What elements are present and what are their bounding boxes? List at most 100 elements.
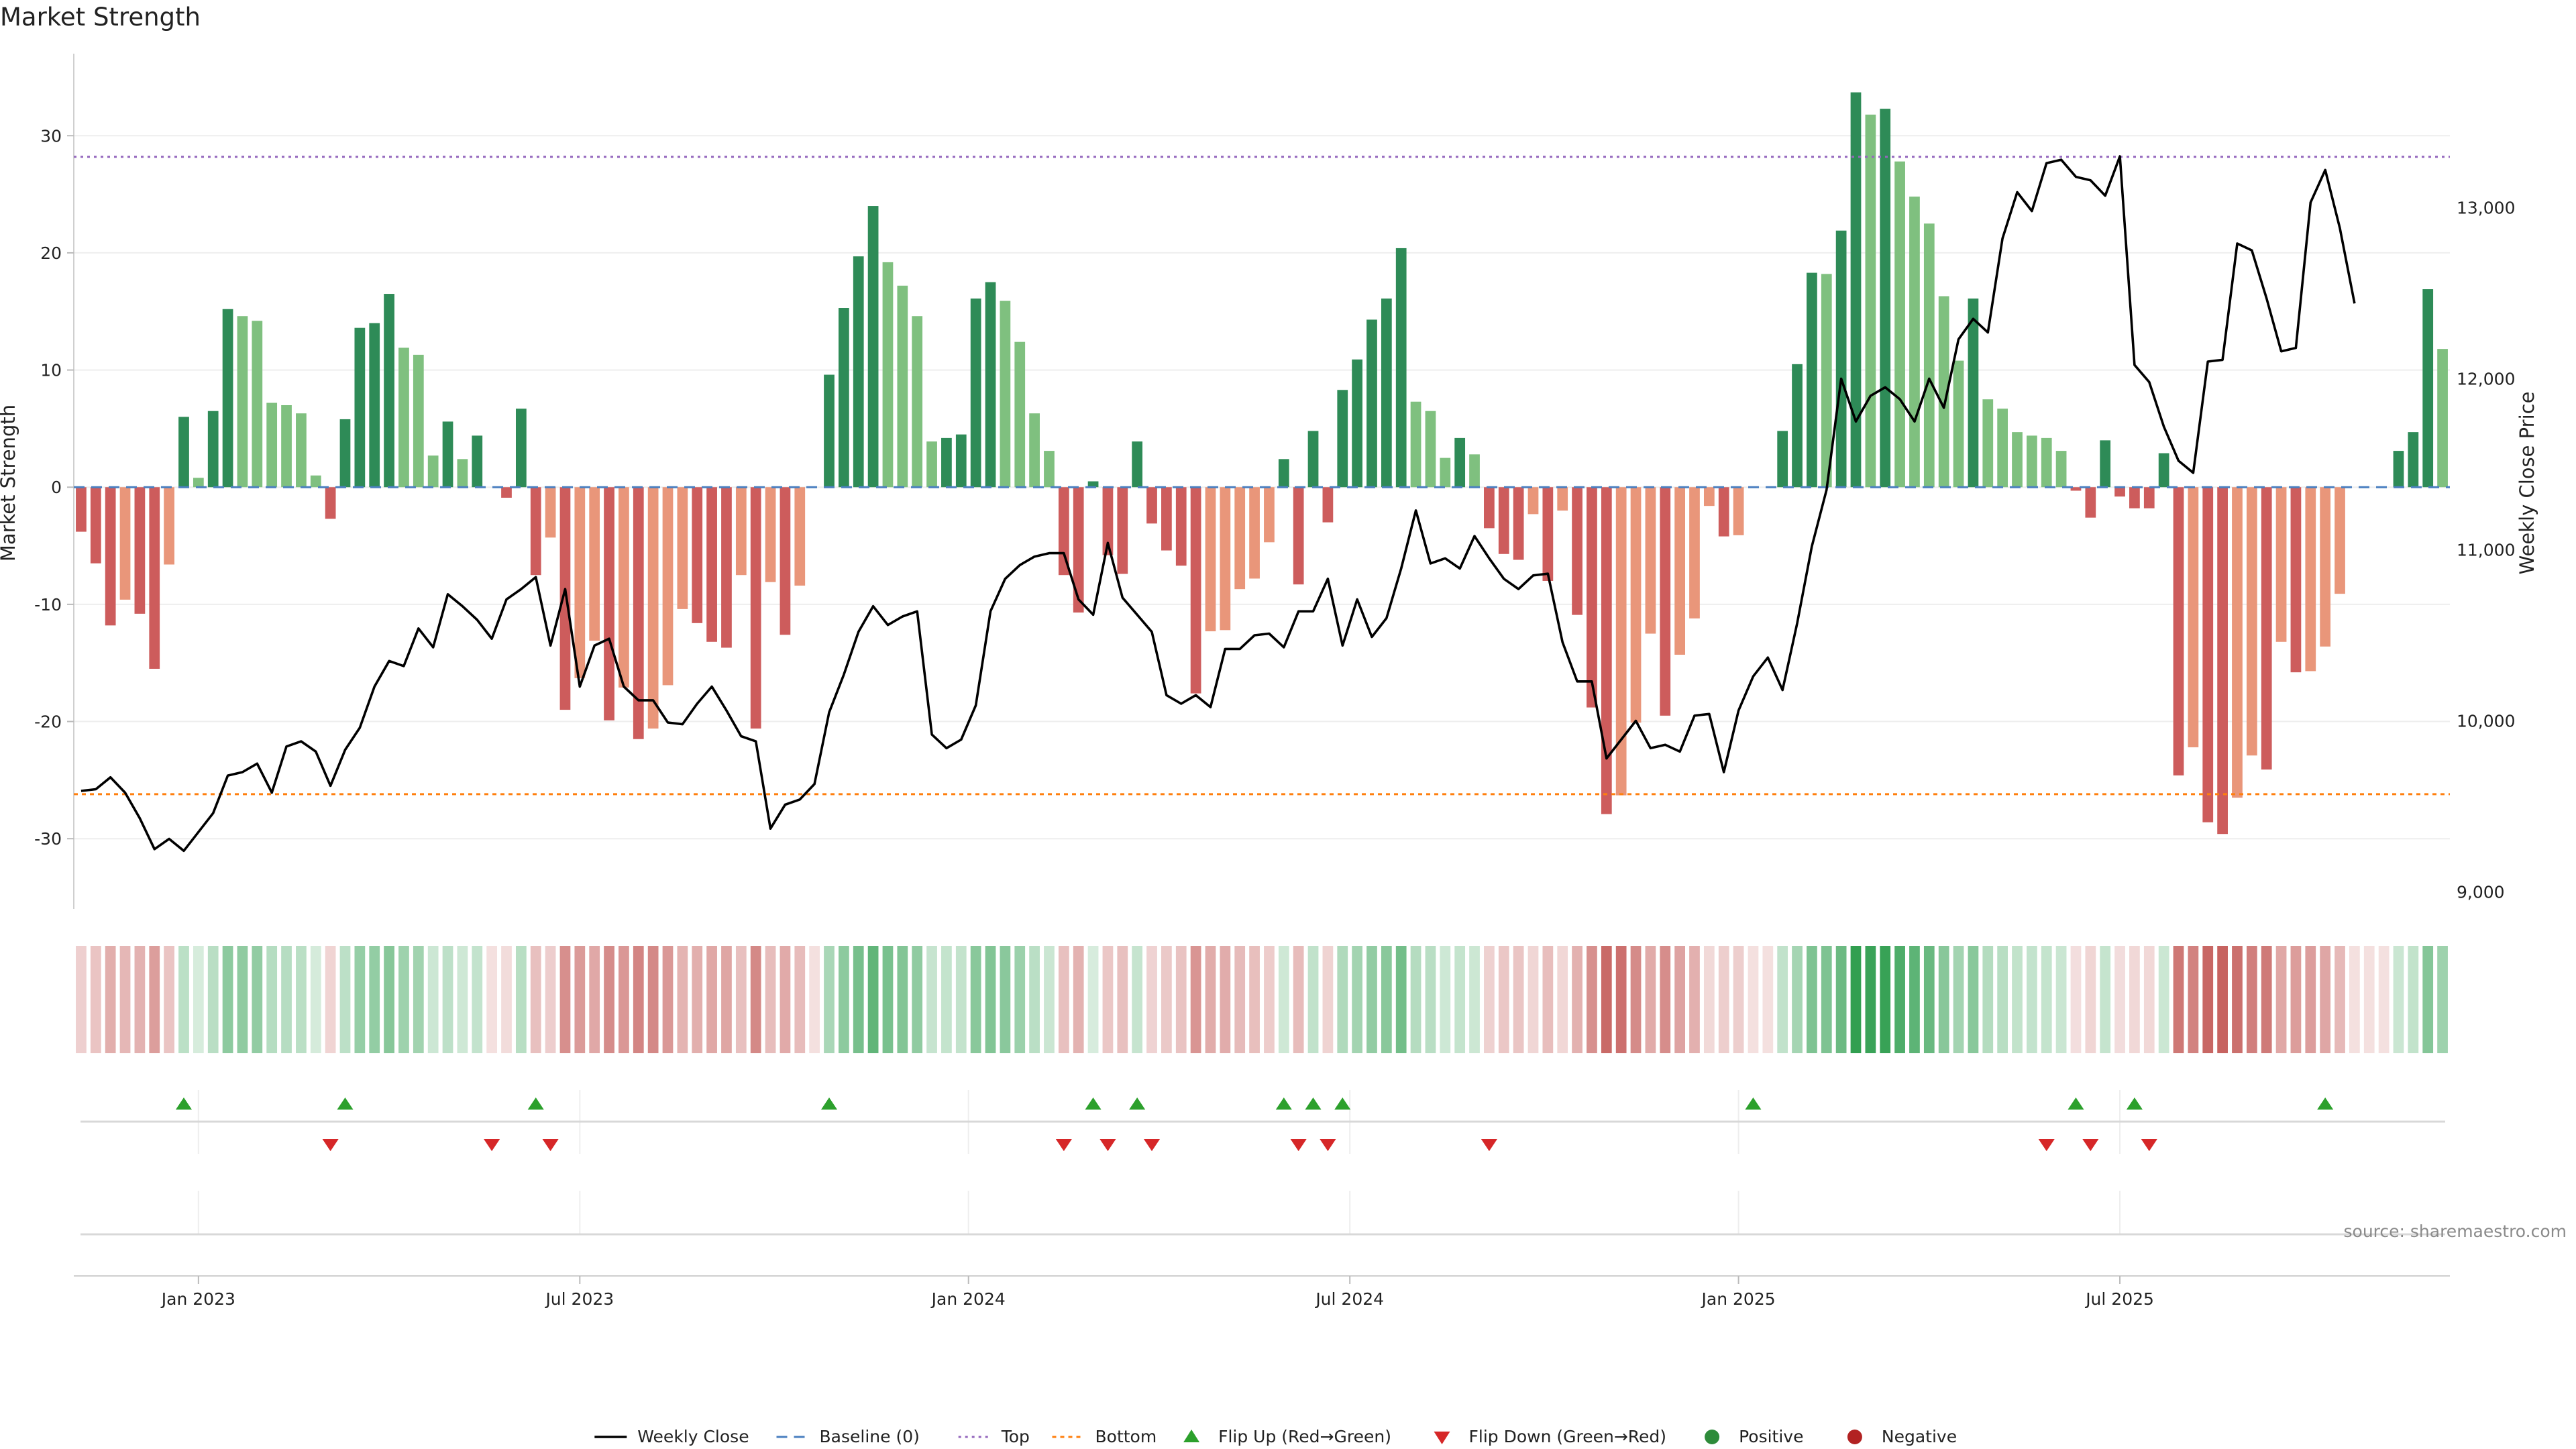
- strength-bar-positive: [2437, 349, 2448, 488]
- heat-cell: [1689, 946, 1700, 1053]
- strength-bar-negative: [1630, 487, 1642, 723]
- heat-cell: [1821, 946, 1832, 1053]
- heat-cell: [809, 946, 820, 1053]
- strength-bar-positive: [2422, 289, 2434, 488]
- heat-cell: [780, 946, 791, 1053]
- heat-cell: [266, 946, 278, 1053]
- flip-up-marker: [1334, 1097, 1351, 1110]
- heat-cell: [164, 946, 174, 1053]
- strength-bar-negative: [1175, 487, 1187, 566]
- flip-down-marker: [2141, 1139, 2157, 1151]
- strength-bar-positive: [1425, 411, 1436, 488]
- flip-down-marker: [1099, 1139, 1116, 1151]
- heat-cell: [2114, 946, 2125, 1053]
- heat-cell: [1410, 946, 1421, 1053]
- legend: Weekly Close Baseline (0) Top Bottom Flip Up…: [594, 1427, 1957, 1446]
- legend-item: Top: [958, 1427, 1030, 1446]
- strength-bar-positive: [398, 347, 409, 488]
- strength-bar-negative: [2246, 487, 2257, 756]
- legend-label: Negative: [1882, 1427, 1957, 1446]
- strength-bar-positive: [457, 459, 468, 488]
- heat-cell: [1146, 946, 1157, 1053]
- strength-bar-positive: [912, 316, 923, 488]
- heat-cell: [1894, 946, 1905, 1053]
- strength-bar-positive: [354, 327, 366, 488]
- strength-bar-positive: [2055, 451, 2067, 488]
- heat-cell: [1601, 946, 1612, 1053]
- right-tick-label: 9,000: [2457, 883, 2505, 902]
- heat-cell: [2422, 946, 2434, 1053]
- right-axis-label: Weekly Close Price: [2516, 392, 2538, 575]
- heat-cell: [1923, 946, 1935, 1053]
- strength-bar-negative: [164, 487, 174, 565]
- heat-cell: [2290, 946, 2302, 1053]
- heat-cell: [1029, 946, 1040, 1053]
- source-note: source: sharemaestro.com: [2343, 1222, 2567, 1241]
- heat-cell: [1425, 946, 1436, 1053]
- strength-bar-positive: [853, 256, 864, 488]
- heat-cell: [442, 946, 453, 1053]
- strength-bar-negative: [1674, 487, 1686, 655]
- main-panel-grid: [74, 135, 2450, 840]
- strength-bar-positive: [369, 323, 380, 488]
- strength-bar-positive: [867, 206, 879, 488]
- strength-bar-positive: [1850, 92, 1862, 488]
- strength-bar-positive: [1029, 413, 1040, 488]
- strength-bar-positive: [1835, 230, 1847, 488]
- strength-bar-negative: [501, 487, 512, 498]
- heat-cell: [574, 946, 586, 1053]
- x-tick-label: Jan 2023: [160, 1289, 235, 1309]
- strength-bar-negative: [1615, 487, 1627, 796]
- strength-bar-negative: [149, 487, 160, 669]
- strength-bar-negative: [134, 487, 146, 614]
- strength-bar-negative: [619, 487, 629, 688]
- strength-bar-positive: [1132, 441, 1143, 488]
- legend-item: Bottom: [1052, 1427, 1157, 1446]
- strength-bar-negative: [1220, 487, 1231, 631]
- heat-cell: [2026, 946, 2037, 1053]
- strength-bar-negative: [1117, 487, 1128, 574]
- strength-bar-negative: [1249, 487, 1260, 579]
- strength-bar-positive: [222, 309, 233, 488]
- heat-cell: [252, 946, 263, 1053]
- strength-bar-positive: [310, 475, 321, 488]
- flip-down-marker: [1320, 1139, 1336, 1151]
- left-axis-label: Market Strength: [0, 405, 19, 561]
- strength-bar-negative: [2202, 487, 2214, 822]
- strength-bar-positive: [1014, 341, 1026, 488]
- strength-bar-negative: [1322, 487, 1334, 523]
- strength-bar-positive: [1938, 296, 1949, 488]
- strength-bar-positive: [1337, 390, 1348, 488]
- strength-bar-negative: [105, 487, 116, 626]
- heat-cell: [1044, 946, 1055, 1053]
- legend-label: Top: [1001, 1427, 1030, 1446]
- heat-cell: [119, 946, 131, 1053]
- heat-cell: [1850, 946, 1862, 1053]
- strength-bar-positive: [1997, 409, 2008, 488]
- strength-bar-positive: [1880, 109, 1891, 488]
- heat-cell: [1132, 946, 1143, 1053]
- flip-down-marker: [484, 1139, 500, 1151]
- strength-bar-negative: [1073, 487, 1084, 613]
- strength-bar-positive: [1792, 364, 1803, 488]
- heat-cell: [281, 946, 292, 1053]
- heat-cell: [2393, 946, 2404, 1053]
- heat-cell: [633, 946, 644, 1053]
- heat-cell: [310, 946, 321, 1053]
- heat-cell: [1527, 946, 1539, 1053]
- strength-bar-negative: [794, 487, 806, 586]
- heat-cell: [1968, 946, 1979, 1053]
- heat-cell: [1058, 946, 1069, 1053]
- strength-bar-negative: [530, 487, 541, 576]
- strength-bar-negative: [2085, 487, 2096, 518]
- x-tick-label: Jan 2024: [930, 1289, 1006, 1309]
- flip-down-marker: [2038, 1139, 2055, 1151]
- legend-flip-up-icon: [1183, 1430, 1200, 1442]
- heat-cell: [1880, 946, 1891, 1053]
- heat-cell: [647, 946, 659, 1053]
- legend-item: Baseline (0): [776, 1427, 920, 1446]
- flip-down-marker: [322, 1139, 339, 1151]
- heat-cell: [1835, 946, 1847, 1053]
- strength-bar-positive: [1777, 431, 1788, 488]
